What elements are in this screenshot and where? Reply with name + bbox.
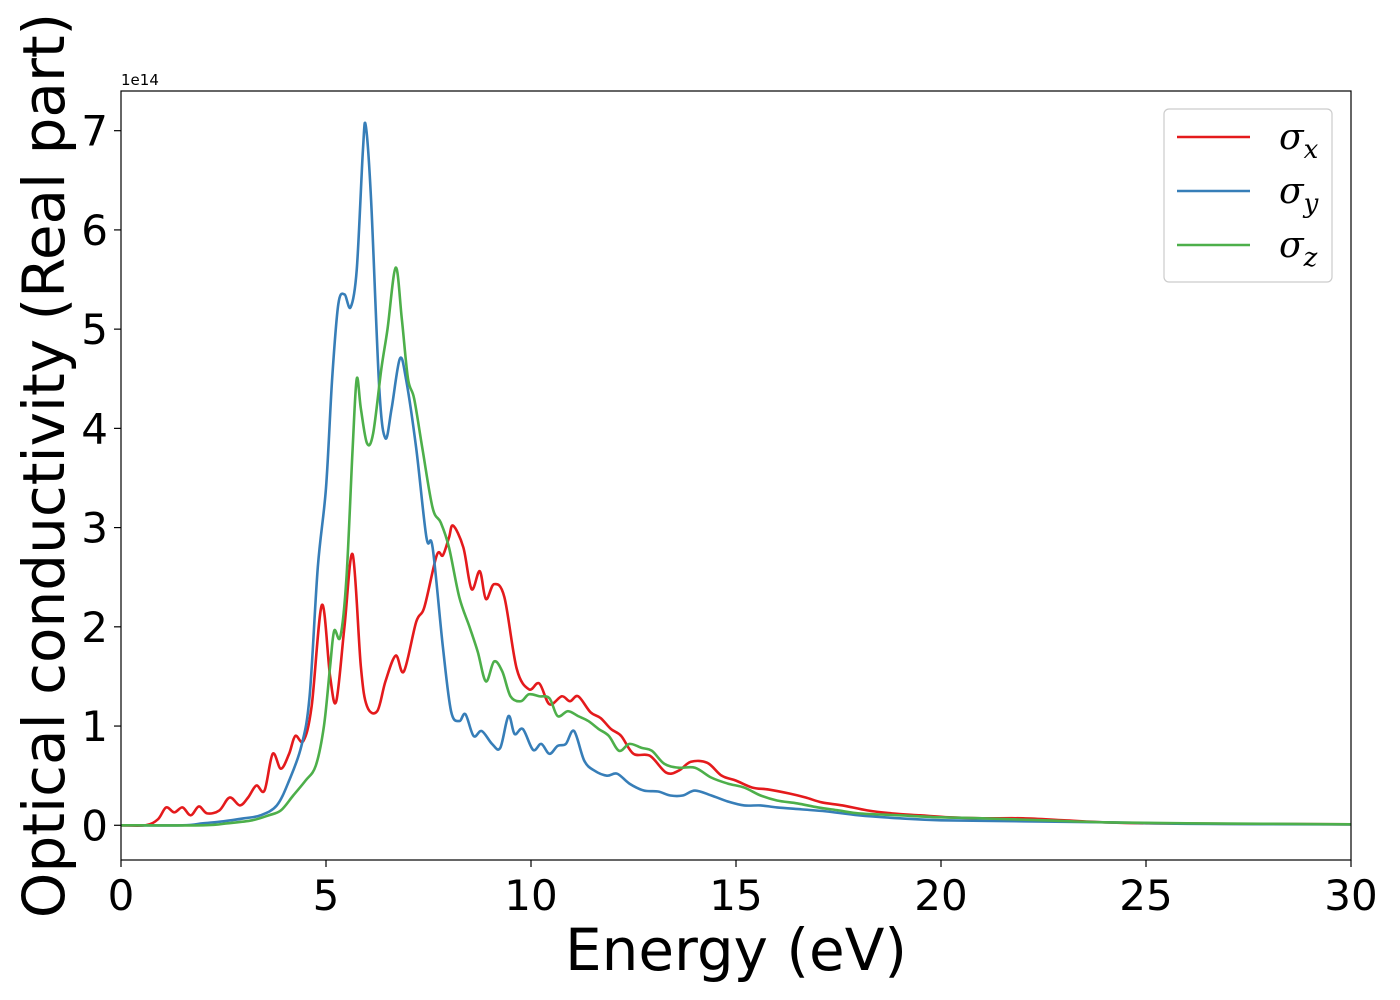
x-tick-label: 25 (1119, 871, 1172, 920)
x-tick-label: 0 (108, 871, 135, 920)
y-tick-label: 0 (81, 801, 108, 850)
series-layer (120, 121, 1352, 828)
y-tick-label: 2 (81, 603, 108, 652)
y-tick-label: 6 (81, 206, 108, 255)
series-line-sigma-x (120, 524, 1352, 828)
series-line-sigma-y (120, 121, 1352, 827)
x-tick-label: 20 (914, 871, 967, 920)
series-line-sigma-z (120, 266, 1352, 827)
x-axis-label: Energy (eV) (565, 916, 907, 984)
y-axis-ticks: 0 1 2 3 4 5 6 7 (81, 107, 121, 850)
x-axis-ticks: 0 5 10 15 20 25 30 (108, 860, 1378, 920)
y-tick-label: 5 (81, 305, 108, 354)
y-tick-label: 7 (81, 107, 108, 156)
y-tick-label: 1 (81, 702, 108, 751)
y-axis-offset-label: 1e14 (121, 71, 159, 89)
x-tick-label: 15 (709, 871, 762, 920)
y-tick-label: 3 (81, 504, 108, 553)
y-tick-label: 4 (81, 404, 108, 453)
x-tick-label: 30 (1324, 871, 1377, 920)
x-tick-label: 5 (313, 871, 340, 920)
y-axis-label: Optical conductivity (Real part) (10, 13, 78, 918)
legend-box (1163, 108, 1333, 283)
x-tick-label: 10 (504, 871, 557, 920)
